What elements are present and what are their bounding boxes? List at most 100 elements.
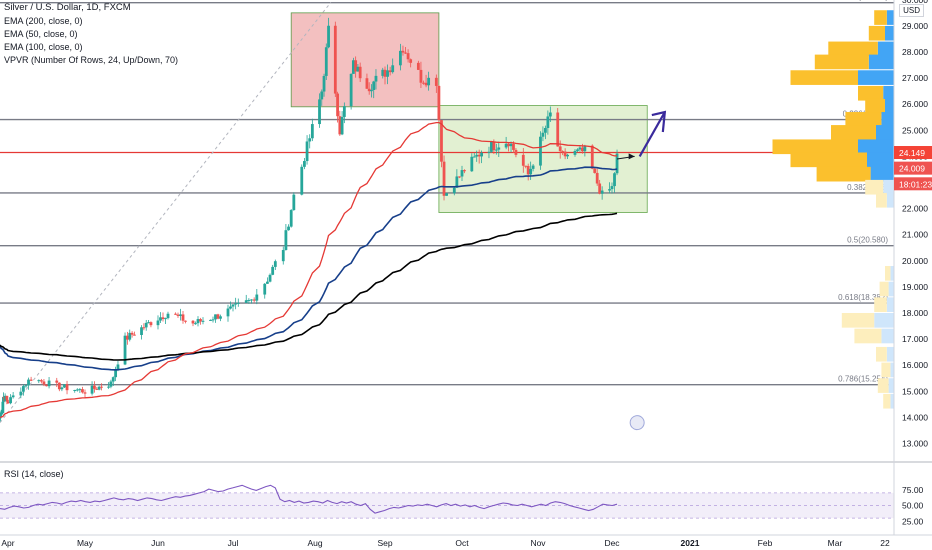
vpvr-bar-up — [886, 10, 894, 25]
fib-level-label: 0(29.890) — [854, 0, 889, 2]
indicator-vpvr[interactable]: VPVR (Number Of Rows, 24, Up/Down, 70) — [4, 55, 179, 65]
candle-body — [356, 66, 360, 72]
candle-body — [365, 78, 369, 89]
candle-body — [0, 413, 3, 415]
vpvr-bar-up — [886, 297, 894, 312]
vpvr-bar-up — [858, 70, 894, 85]
vpvr-bar-down — [874, 10, 887, 25]
candle-body — [273, 261, 277, 267]
candle-body — [81, 389, 84, 393]
candle-body — [440, 120, 443, 162]
candle-body — [65, 384, 69, 391]
indicator-ema50[interactable]: EMA (50, close, 0) — [4, 29, 78, 39]
rsi-tick-label: 75.00 — [902, 485, 924, 495]
candle-body — [140, 327, 143, 335]
candle-body — [191, 320, 195, 324]
candle-body — [494, 149, 498, 151]
vpvr-bar-down — [881, 362, 891, 378]
price-tick-label: 21.000 — [902, 230, 928, 240]
time-tick-label: Apr — [1, 538, 14, 548]
price-axis[interactable]: 31.00030.00029.00028.00027.00026.00025.0… — [893, 0, 932, 535]
time-tick-label: Jul — [228, 538, 239, 548]
candle-body — [544, 127, 547, 133]
candle-body — [514, 149, 518, 155]
candle-body — [566, 154, 569, 157]
vpvr-bar-down — [883, 393, 891, 409]
time-tick-label: Mar — [828, 538, 843, 548]
price-tick-label: 14.000 — [902, 412, 928, 422]
currency-badge[interactable]: USD — [899, 4, 924, 17]
candle-body — [327, 25, 330, 48]
vpvr-bar-up — [870, 166, 894, 182]
candle-body — [214, 314, 217, 320]
candle-body — [475, 154, 479, 157]
vpvr-bar-down — [814, 54, 869, 70]
indicator-ema200[interactable]: EMA (200, close, 0) — [4, 16, 83, 26]
time-tick-label: Aug — [307, 538, 322, 548]
rsi-tick-label: 25.00 — [902, 516, 924, 526]
vpvr-bar-up — [888, 281, 894, 297]
candle-body — [3, 395, 7, 401]
candle-body — [419, 69, 423, 83]
price-tick-label: 30.000 — [902, 0, 928, 5]
candle-body — [37, 380, 41, 382]
ema200-line — [0, 212, 618, 361]
time-tick-label: Oct — [455, 538, 469, 548]
candle-body — [284, 230, 288, 250]
candle-body — [24, 385, 28, 387]
vpvr-bar-up — [881, 112, 894, 127]
candle-body — [388, 70, 392, 73]
candle-body — [386, 70, 389, 77]
price-tick-label: 29.000 — [902, 21, 928, 31]
vpvr-bar-down — [876, 346, 887, 362]
candle-body — [524, 165, 528, 167]
candle-body — [563, 151, 567, 157]
indicator-ema100[interactable]: EMA (100, close, 0) — [4, 42, 83, 52]
ema100-line — [0, 166, 618, 371]
candle-body — [383, 69, 387, 77]
vpvr-bar-up — [883, 179, 894, 195]
candle-body — [156, 320, 160, 326]
rsi-label[interactable]: RSI (14, close) — [4, 469, 64, 479]
candle-body — [477, 154, 481, 157]
candle-body — [116, 364, 120, 370]
candle-body — [445, 193, 448, 196]
vpvr-bar-down — [858, 85, 884, 101]
candle-body — [149, 322, 153, 326]
candle-body — [263, 283, 267, 295]
candle-body — [458, 176, 461, 178]
candle-body — [201, 320, 205, 322]
candle-body — [548, 112, 552, 117]
time-tick-label: Feb — [758, 538, 773, 548]
vpvr-bar-up — [888, 378, 894, 393]
candle-body — [367, 88, 371, 92]
price-tick-label: 19.000 — [902, 282, 928, 292]
candle-body — [374, 75, 378, 82]
candle-body — [209, 319, 212, 321]
main-pane[interactable]: 0(29.890)0.236(25.41)0.382(22.6)0.5(20.5… — [0, 0, 932, 463]
candle-body — [303, 161, 306, 167]
vpvr-bar-down — [816, 166, 871, 182]
candle-body — [73, 389, 77, 391]
candle-body — [27, 379, 30, 386]
fib-level-label: 0.618(18.382) — [838, 293, 888, 302]
candle-body — [310, 124, 314, 139]
vpvr-bar-down — [885, 266, 891, 281]
candle-body — [422, 82, 425, 84]
candle-body — [196, 319, 200, 324]
candle-body — [452, 187, 456, 194]
candle-body — [219, 316, 222, 319]
candle-body — [561, 151, 565, 153]
candle-body — [504, 143, 508, 148]
candle-body — [234, 303, 238, 305]
candle-body — [358, 66, 362, 79]
price-tick-label: 15.000 — [902, 386, 928, 396]
time-axis[interactable]: Apr May Jun Jul Aug Sep Oct Nov Dec 2021 Feb Mar 22 — [0, 534, 932, 548]
vpvr-bar-up — [885, 25, 894, 41]
rsi-pane[interactable] — [0, 484, 894, 519]
candle-body — [6, 399, 9, 402]
time-tick-label: 22 — [880, 538, 890, 548]
candle-body — [351, 60, 355, 74]
candle-body — [144, 322, 148, 328]
